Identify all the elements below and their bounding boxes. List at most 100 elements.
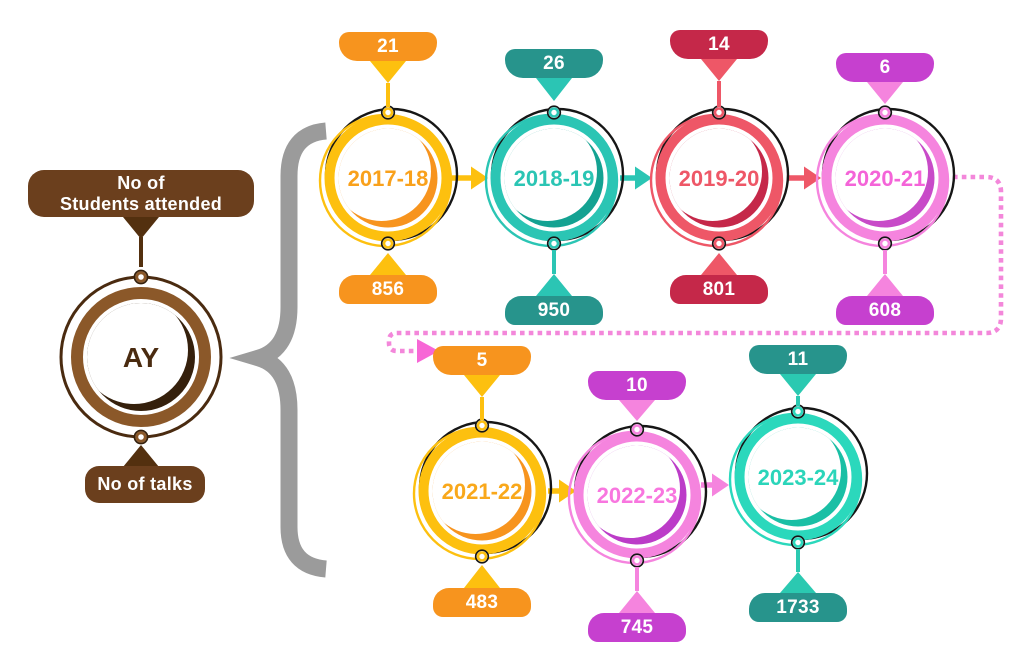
connector-ring-top-inner [792,406,804,417]
top-count-badge: 26 [505,49,603,78]
bottom-connector-triangle [464,565,500,588]
legend-connector-ring-top-inner [135,271,147,283]
inner-disc [669,128,762,221]
top-connector-line [796,396,800,406]
legend-main-ring [71,287,211,427]
flow-arrow-2018-19-2019-20 [620,166,652,190]
year-circle: 2017-18 [318,105,459,251]
bottom-count-badge: 856 [339,275,437,304]
legend-top-banner: No of Students attended [28,170,254,217]
connector-ring-top-inner [879,107,891,118]
bottom-connector-line [635,567,639,591]
year-label: 2018-19 [514,166,595,191]
top-count-badge: 5 [433,346,531,375]
connector-ring-bottom-inner [879,238,891,249]
year-label: 2021-22 [442,479,523,504]
connector-ring-top-inner [476,420,488,431]
top-connector-line [480,397,484,420]
bottom-connector-line [552,250,556,274]
inner-disc [338,128,431,221]
curly-brace [229,122,328,578]
bottom-connector-line [883,250,887,274]
year-circle: 2022-23 [567,422,708,568]
inner-disc [432,441,525,534]
top-count-badge: 14 [670,30,768,59]
bottom-connector-triangle [536,274,572,296]
legend-connector-triangle-bottom [123,445,159,467]
connector-ring-bottom-inner [476,551,488,562]
year-circle: 2018-19 [484,105,625,251]
year-node-2020-21: 2020-21 [810,103,960,253]
top-connector-line [717,81,721,107]
top-count-badge: 6 [836,53,934,82]
top-connector-triangle [780,374,816,396]
dotted-connector [386,174,1004,363]
bottom-count-badge: 950 [505,296,603,325]
flow-arrow-2017-18-2018-19 [452,166,488,190]
year-node-2021-22: 2021-22 [407,416,557,566]
inner-disc [835,128,928,221]
connector-ring-top-inner [548,107,560,118]
year-circle: 2020-21 [815,105,956,251]
top-connector-triangle [701,59,737,81]
year-node-2019-20: 2019-20 [644,103,794,253]
legend-connector-ring-bottom-inner [135,431,147,443]
year-label: 2023-24 [758,465,840,490]
connector-ring-bottom-inner [548,238,560,249]
bottom-connector-triangle [619,591,655,613]
top-count-badge: 21 [339,32,437,61]
year-node-2017-18: 2017-18 [313,103,463,253]
connector-ring-top-inner [713,107,725,118]
bottom-connector-triangle [780,572,816,593]
inner-disc [587,445,680,538]
connector-ring-bottom-inner [792,537,804,548]
flow-arrow-2019-20-2020-21 [787,166,821,190]
top-count-badge: 11 [749,345,847,374]
legend-inner-disc [87,303,188,404]
bottom-count-badge: 608 [836,296,934,325]
inner-disc [504,128,597,221]
year-label: 2022-23 [597,483,678,508]
connector-ring-top-inner [631,424,643,435]
bottom-count-badge: 483 [433,588,531,617]
top-connector-line [386,83,390,107]
year-circle: 2023-24 [728,404,869,550]
year-circle: 2021-22 [412,418,553,564]
connector-ring-bottom-inner [382,238,394,249]
top-connector-triangle [619,400,655,421]
dotted-connector-arrow [417,339,439,363]
bottom-connector-line [796,549,800,572]
year-node-2022-23: 2022-23 [562,420,712,570]
connector-ring-top-inner [382,107,394,118]
top-connector-triangle [464,375,500,397]
year-node-2023-24: 2023-24 [723,402,873,552]
legend-bottom-banner-label: No of talks [97,474,193,494]
year-label: 2017-18 [348,166,429,191]
legend-bottom-banner: No of talks [85,466,205,503]
bottom-connector-triangle [370,253,406,275]
inner-disc [748,427,841,520]
legend-center-label: AY [123,342,160,373]
year-circle: 2019-20 [649,105,790,251]
legend-connector-triangle-top [123,217,159,239]
legend-connector-line-top [139,237,143,267]
connector-ring-bottom-inner [631,555,643,566]
year-label: 2020-21 [845,166,926,191]
top-connector-triangle [536,78,572,101]
bottom-connector-triangle [867,274,903,296]
bottom-connector-triangle [701,253,737,275]
legend-circle: AY [59,269,223,445]
top-connector-triangle [370,61,406,83]
bottom-count-badge: 801 [670,275,768,304]
year-node-2018-19: 2018-19 [479,103,629,253]
legend-top-banner-line1: No of [117,172,165,193]
connector-ring-bottom-inner [713,238,725,249]
flow-arrow-2021-22-2022-23 [548,479,576,503]
legend-top-banner-line2: Students attended [59,193,223,214]
year-label: 2019-20 [679,166,760,191]
bottom-count-badge: 745 [588,613,686,642]
top-connector-triangle [867,82,903,104]
